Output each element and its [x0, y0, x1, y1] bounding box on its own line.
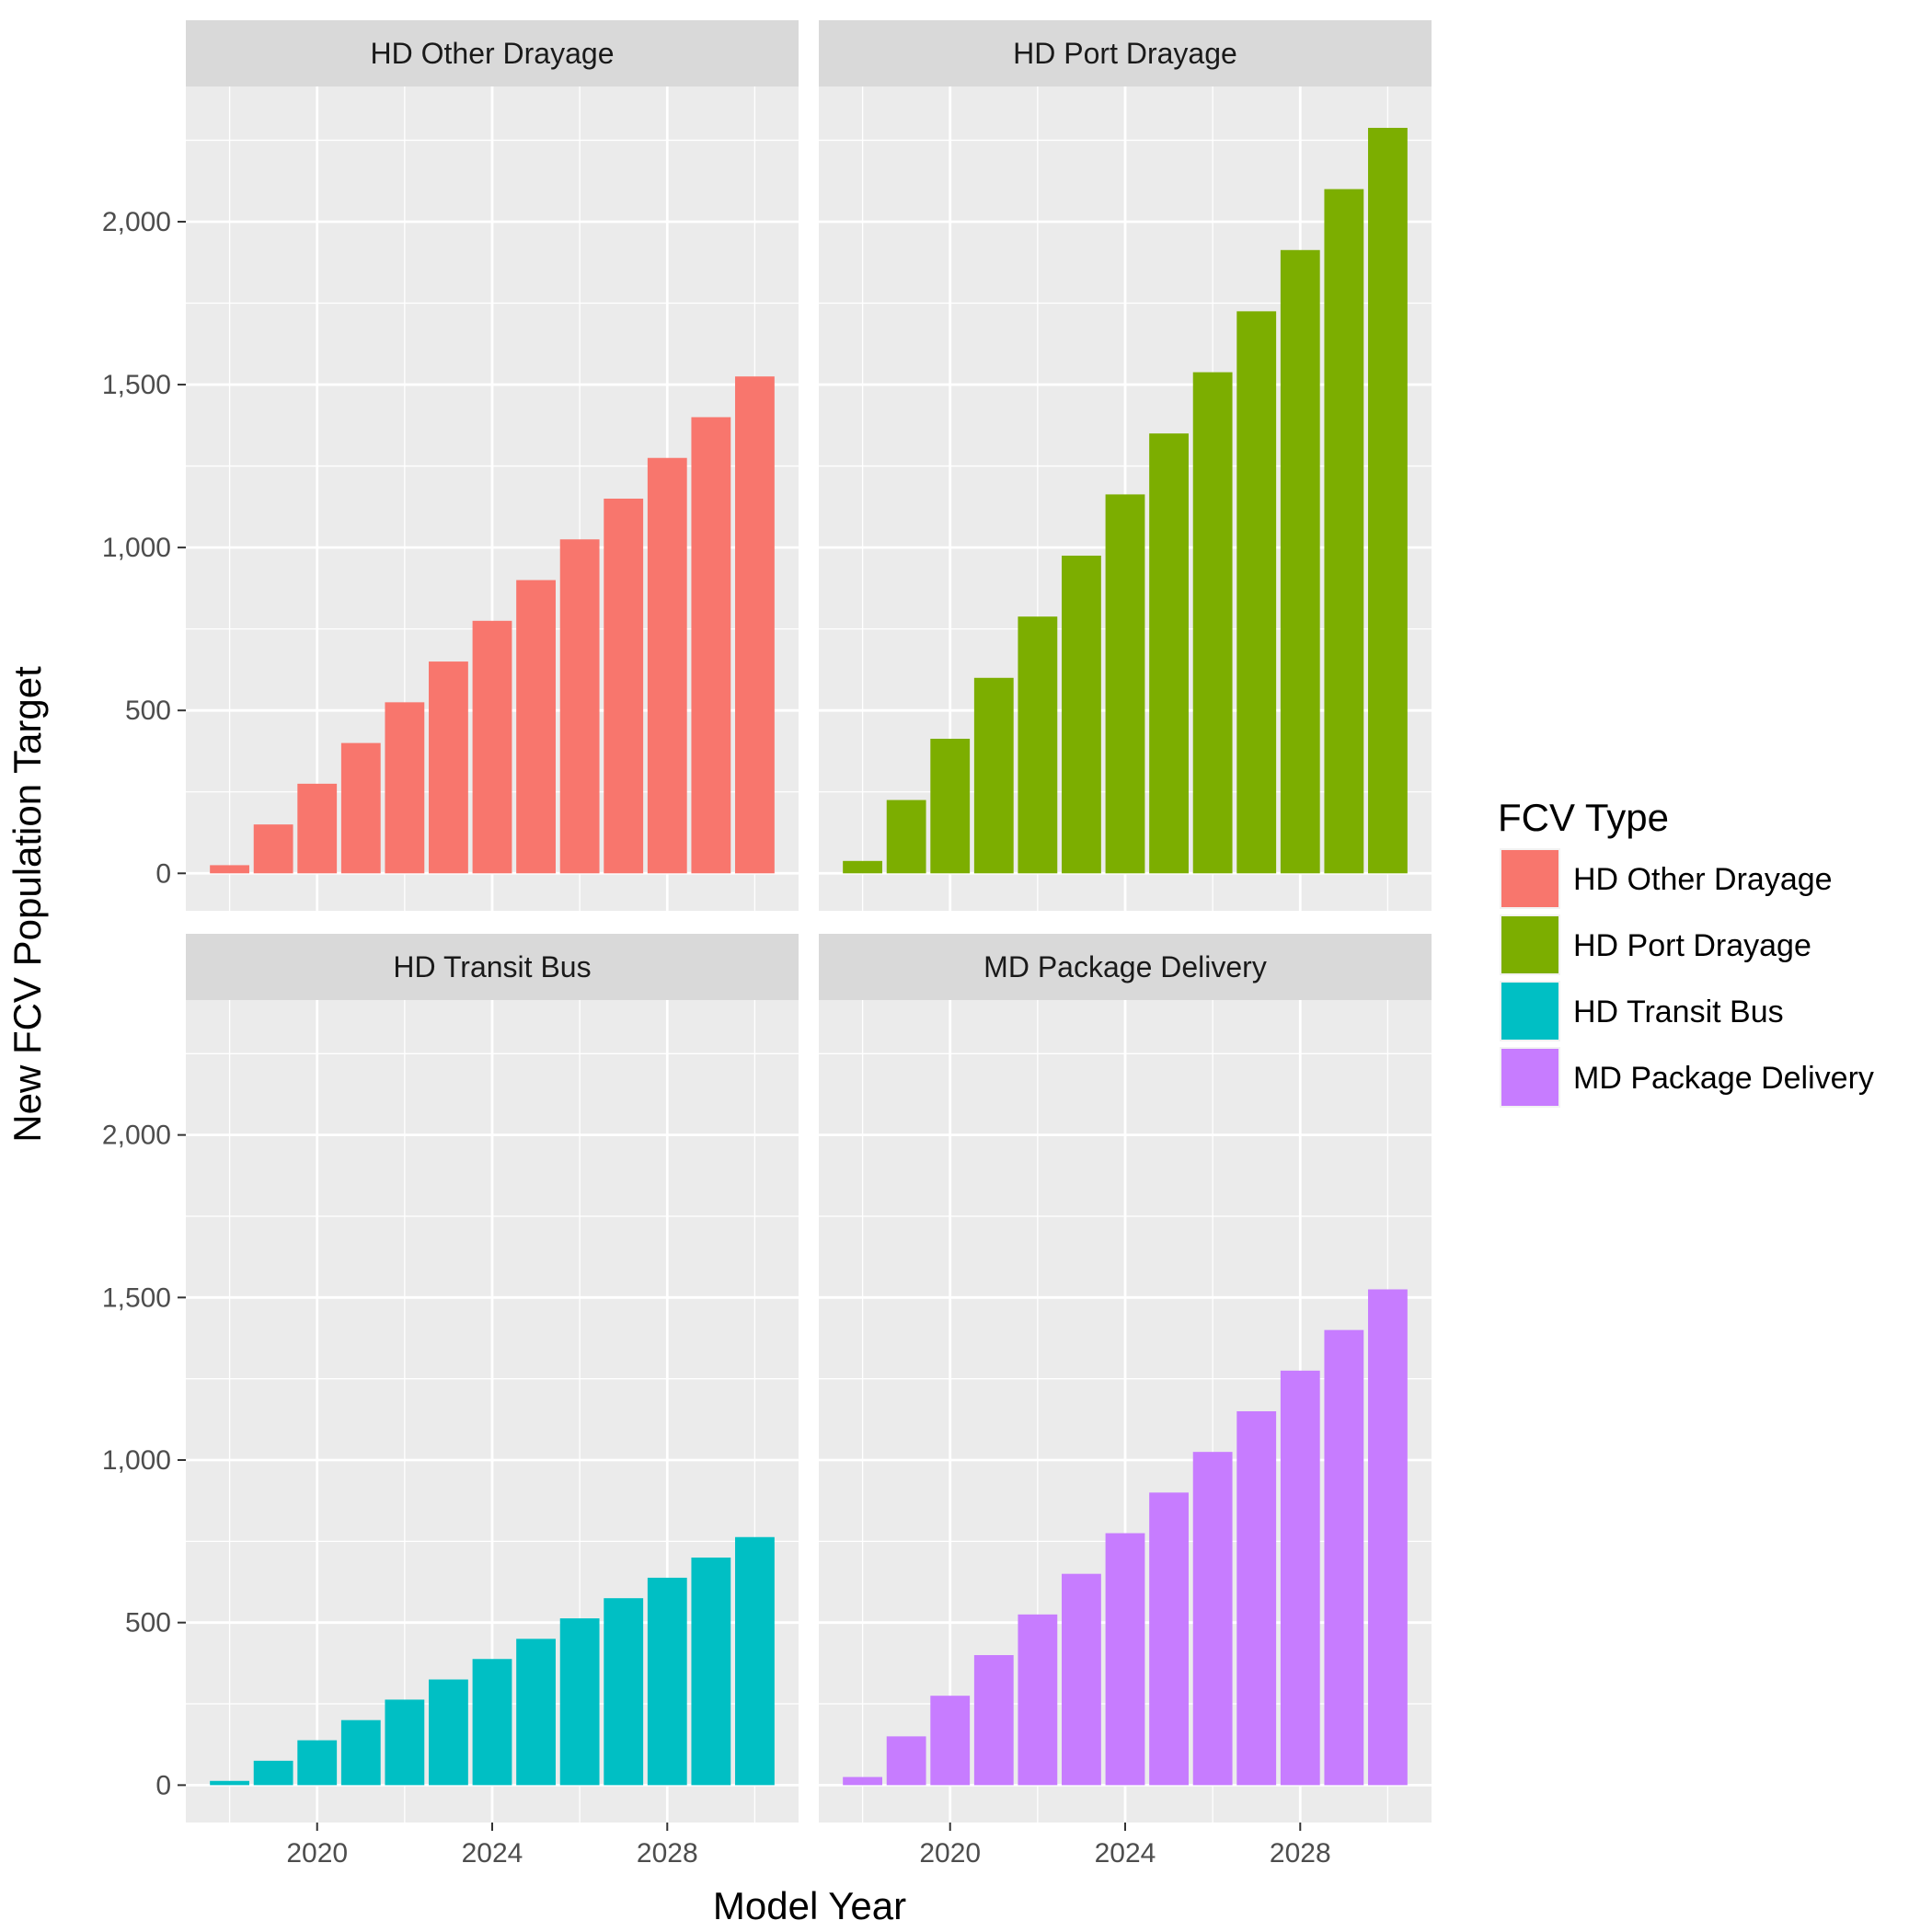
facet-hd-port-drayage: HD Port Drayage	[819, 20, 1432, 911]
bar-md-package-delivery-2018	[843, 1777, 882, 1786]
facet-md-package-delivery: MD Package Delivery 2020 2024 2028	[819, 934, 1432, 1869]
y-axis-title: New FCV Population Target	[6, 666, 49, 1143]
bar-hd-transit-bus-2023	[429, 1679, 468, 1786]
bar-hd-port-drayage-2020	[930, 739, 971, 874]
bar-md-package-delivery-2023	[1062, 1573, 1101, 1786]
facet-hd-other-drayage: HD Other Drayage 0 500 1,000 1,500 2,000	[102, 20, 799, 911]
bar-hd-transit-bus-2028	[647, 1577, 687, 1786]
bar-hd-port-drayage-2023	[1062, 555, 1101, 874]
y-tick-label: 2,000	[102, 1121, 171, 1151]
legend-label: HD Port Drayage	[1573, 928, 1811, 963]
bar-md-package-delivery-2022	[1018, 1614, 1058, 1786]
y-tick-label: 1,500	[102, 370, 171, 400]
legend-item-hd-transit-bus: HD Transit Bus	[1500, 981, 1784, 1041]
bar-hd-port-drayage-2028	[1280, 249, 1320, 874]
x-tick-label: 2028	[637, 1838, 698, 1869]
bar-hd-other-drayage-2028	[647, 457, 687, 874]
y-tick-label: 500	[125, 696, 171, 726]
legend-label: HD Other Drayage	[1573, 862, 1833, 897]
bar-hd-port-drayage-2018	[843, 860, 882, 874]
facet-strip-label: HD Port Drayage	[1013, 37, 1237, 70]
bar-hd-port-drayage-2022	[1018, 616, 1058, 874]
bar-md-package-delivery-2028	[1280, 1370, 1320, 1786]
bar-hd-transit-bus-2030	[735, 1536, 775, 1786]
bar-hd-port-drayage-2029	[1324, 189, 1364, 874]
facet-strip	[819, 934, 1432, 1000]
bar-hd-transit-bus-2021	[340, 1719, 381, 1786]
facet-strip-label: HD Transit Bus	[393, 950, 591, 983]
facet-strip	[186, 20, 799, 86]
bar-md-package-delivery-2026	[1192, 1452, 1233, 1786]
bar-hd-other-drayage-2021	[340, 742, 381, 874]
bar-hd-port-drayage-2025	[1149, 433, 1189, 874]
bar-hd-transit-bus-2027	[604, 1598, 644, 1786]
bar-hd-other-drayage-2029	[691, 417, 731, 874]
y-tick-label: 0	[155, 858, 171, 889]
bar-hd-other-drayage-2023	[429, 661, 468, 874]
bar-hd-other-drayage-2019	[253, 824, 293, 874]
legend-swatch	[1501, 983, 1558, 1040]
bar-md-package-delivery-2027	[1236, 1411, 1277, 1786]
bar-hd-other-drayage-2025	[516, 580, 556, 874]
bar-md-package-delivery-2025	[1149, 1492, 1189, 1786]
facet-strip-label: MD Package Delivery	[983, 950, 1267, 983]
legend-item-hd-other-drayage: HD Other Drayage	[1500, 848, 1833, 909]
legend-label: MD Package Delivery	[1573, 1061, 1874, 1096]
x-axis-title: Model Year	[713, 1884, 906, 1927]
bar-md-package-delivery-2020	[930, 1696, 971, 1786]
y-tick-label: 0	[155, 1770, 171, 1800]
y-tick-label: 1,500	[102, 1282, 171, 1313]
x-tick-label: 2020	[919, 1838, 981, 1869]
facet-strip-label: HD Other Drayage	[371, 37, 615, 70]
y-tick-label: 1,000	[102, 533, 171, 563]
bar-hd-port-drayage-2026	[1192, 372, 1233, 874]
facet-strip	[186, 934, 799, 1000]
bar-md-package-delivery-2030	[1368, 1289, 1408, 1786]
bar-hd-transit-bus-2029	[691, 1558, 731, 1786]
legend-item-md-package-delivery: MD Package Delivery	[1500, 1047, 1874, 1108]
x-tick-label: 2028	[1270, 1838, 1331, 1869]
bar-md-package-delivery-2021	[973, 1655, 1014, 1786]
x-tick-label: 2020	[286, 1838, 348, 1869]
bar-hd-port-drayage-2030	[1368, 127, 1408, 874]
bar-hd-transit-bus-2024	[472, 1659, 512, 1786]
y-tick-label: 2,000	[102, 207, 171, 237]
legend-swatch	[1501, 1049, 1558, 1106]
x-tick-label: 2024	[462, 1838, 523, 1869]
bar-hd-port-drayage-2019	[886, 799, 926, 874]
facet-strip	[819, 20, 1432, 86]
bar-hd-transit-bus-2019	[253, 1760, 293, 1786]
bar-hd-port-drayage-2027	[1236, 311, 1277, 874]
facet-panels: HD Other Drayage 0 500 1,000 1,500 2,000 HD Po…	[102, 20, 1432, 1869]
bar-hd-transit-bus-2022	[385, 1699, 425, 1786]
bar-hd-transit-bus-2018	[210, 1780, 249, 1786]
bar-hd-port-drayage-2024	[1105, 494, 1145, 874]
bar-md-package-delivery-2019	[886, 1736, 926, 1786]
bar-hd-other-drayage-2027	[604, 499, 644, 874]
bar-hd-transit-bus-2020	[297, 1740, 338, 1786]
x-tick-label: 2024	[1095, 1838, 1156, 1869]
bar-md-package-delivery-2029	[1324, 1329, 1364, 1786]
bar-md-package-delivery-2024	[1105, 1533, 1145, 1786]
y-tick-label: 1,000	[102, 1445, 171, 1476]
bar-hd-other-drayage-2024	[472, 620, 512, 874]
bar-hd-transit-bus-2026	[559, 1618, 600, 1786]
legend-title: FCV Type	[1498, 796, 1669, 839]
bar-hd-other-drayage-2030	[735, 376, 775, 874]
facet-hd-transit-bus: HD Transit Bus 0 500 1,000 1,500 2,000 2020 202…	[102, 934, 799, 1869]
bar-hd-other-drayage-2026	[559, 539, 600, 874]
bar-hd-port-drayage-2021	[973, 677, 1014, 874]
legend-swatch	[1501, 916, 1558, 973]
legend-swatch	[1501, 850, 1558, 907]
legend: FCV Type HD Other Drayage HD Port Drayage…	[1498, 796, 1874, 1108]
bar-hd-other-drayage-2022	[385, 702, 425, 874]
legend-item-hd-port-drayage: HD Port Drayage	[1500, 914, 1811, 975]
y-tick-label: 500	[125, 1608, 171, 1639]
bar-hd-other-drayage-2018	[210, 865, 249, 874]
bar-hd-other-drayage-2020	[297, 783, 338, 874]
bar-hd-transit-bus-2025	[516, 1639, 556, 1786]
legend-label: HD Transit Bus	[1573, 995, 1784, 1029]
